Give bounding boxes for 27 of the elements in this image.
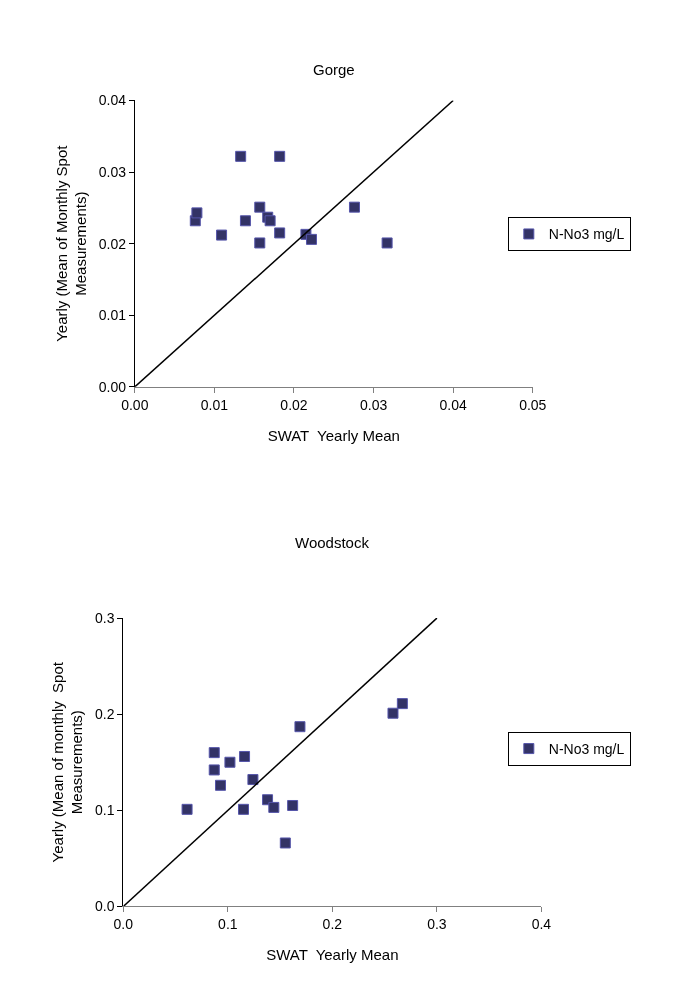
y-tick-label: 0.01 <box>98 307 127 324</box>
y-axis-title: Yearly (Mean of monthly Spot Measurements) <box>48 661 86 863</box>
y-axis-title: Yearly (Mean of Monthly Spot Measurements) <box>52 144 90 342</box>
y-tick-label: 0.00 <box>98 378 127 395</box>
y-tick-label: 0.03 <box>98 163 127 180</box>
x-tick-label: 0.05 <box>519 396 547 413</box>
x-axis-title: SWAT Yearly Mean <box>267 426 400 444</box>
chart-title: Gorge <box>313 61 355 78</box>
y-tick-label: 0.3 <box>95 609 115 626</box>
legend-label: N-No3 mg/L <box>548 226 625 243</box>
x-tick-label: 0.01 <box>200 396 229 413</box>
y-tick-label: 0.0 <box>95 898 115 915</box>
legend-label: N-No3 mg/L <box>548 741 625 758</box>
y-tick-label: 0.2 <box>95 706 115 723</box>
y-tick-label: 0.1 <box>95 802 115 819</box>
chart-title: Woodstock <box>295 534 370 551</box>
x-tick-label: 0.1 <box>218 916 238 933</box>
x-tick-label: 0.03 <box>359 396 388 413</box>
x-tick-label: 0.3 <box>427 916 447 933</box>
x-axis-title: SWAT Yearly Mean <box>266 946 399 964</box>
x-tick-label: 0.4 <box>531 916 552 933</box>
x-tick-label: 0.2 <box>322 916 343 933</box>
y-tick-label: 0.04 <box>98 92 127 109</box>
x-tick-label: 0.04 <box>439 396 468 413</box>
y-tick-label: 0.02 <box>98 235 127 252</box>
x-tick-label: 0.00 <box>121 396 149 413</box>
x-tick-label: 0.02 <box>280 396 308 413</box>
